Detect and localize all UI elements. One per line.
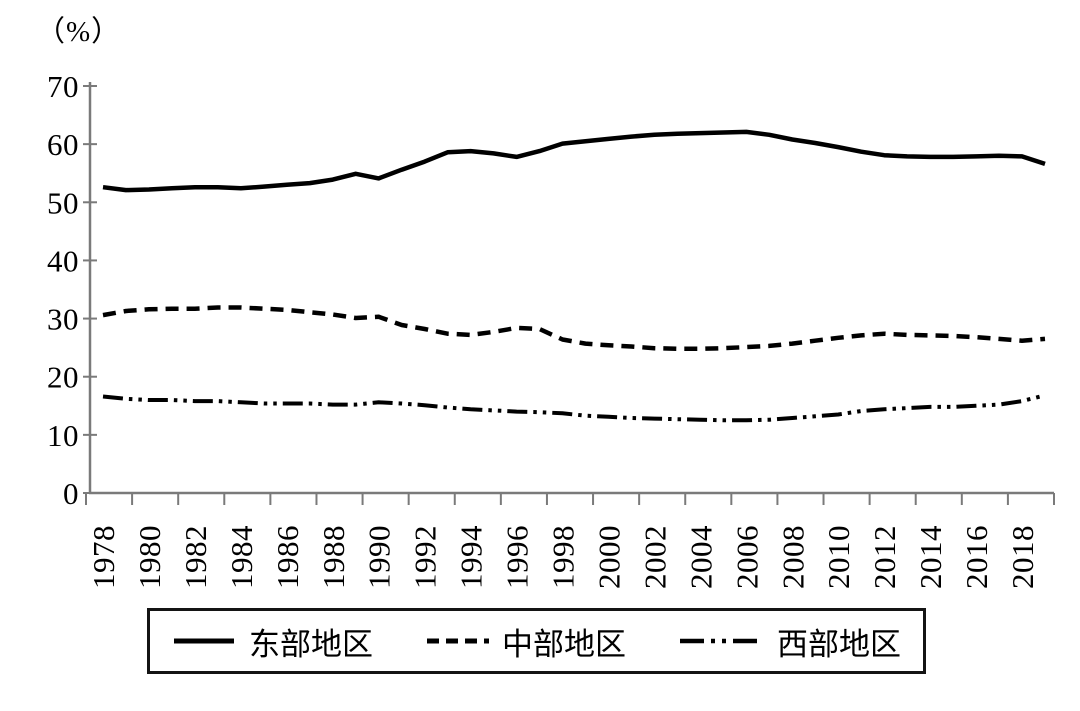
legend: 东部地区 中部地区 西部地区 <box>147 608 926 674</box>
legend-item-central: 中部地区 <box>425 619 626 664</box>
x-tick-label: 2010 <box>821 525 856 589</box>
x-tick-label: 1994 <box>454 525 489 589</box>
legend-item-east: 东部地区 <box>172 619 373 664</box>
x-tick-label: 1988 <box>316 525 351 589</box>
y-tick-label: 40 <box>47 243 79 278</box>
x-tick-label: 2016 <box>959 525 994 589</box>
y-tick-label: 50 <box>47 185 79 220</box>
x-tick-label: 1998 <box>546 525 581 589</box>
x-tick-label: 2000 <box>592 525 627 589</box>
series-line-west <box>102 393 1046 423</box>
x-tick-label: 2004 <box>683 525 718 589</box>
legend-label-west: 西部地区 <box>777 626 901 662</box>
y-tick-label: 20 <box>47 360 79 395</box>
x-tick-label: 2006 <box>729 525 764 589</box>
x-tick-label: 1980 <box>132 525 167 589</box>
y-tick-label: 0 <box>63 476 79 511</box>
x-tick-label: 2018 <box>1005 525 1040 589</box>
y-tick-label: 30 <box>47 302 79 337</box>
y-tick-label: 70 <box>47 69 79 104</box>
legend-item-west: 西部地区 <box>678 619 901 664</box>
x-tick-label: 1996 <box>500 525 535 589</box>
y-tick-label: 60 <box>47 127 79 162</box>
series-line-east <box>102 129 1046 193</box>
legend-label-east: 东部地区 <box>249 626 373 662</box>
x-tick-label: 2014 <box>913 525 948 589</box>
west-dash-dot-line-sample-icon <box>680 638 764 644</box>
legend-label-central: 中部地区 <box>502 626 626 662</box>
x-tick-label: 1986 <box>270 525 305 589</box>
y-axis-unit-label: （%） <box>36 16 122 48</box>
x-tick-label: 1982 <box>178 525 213 589</box>
x-tick-label: 1978 <box>86 525 121 589</box>
x-tick-label: 2008 <box>775 525 810 589</box>
x-tick-label: 1992 <box>408 525 443 589</box>
x-tick-label: 1984 <box>224 525 259 589</box>
x-tick-label: 2002 <box>637 525 672 589</box>
central-dashed-line-sample-icon <box>427 638 489 644</box>
x-tick-label: 2012 <box>867 525 902 589</box>
series-line-central <box>102 305 1046 352</box>
x-tick-label: 1990 <box>362 525 397 589</box>
y-tick-label: 10 <box>47 418 79 453</box>
east-solid-line-sample-icon <box>174 638 234 644</box>
